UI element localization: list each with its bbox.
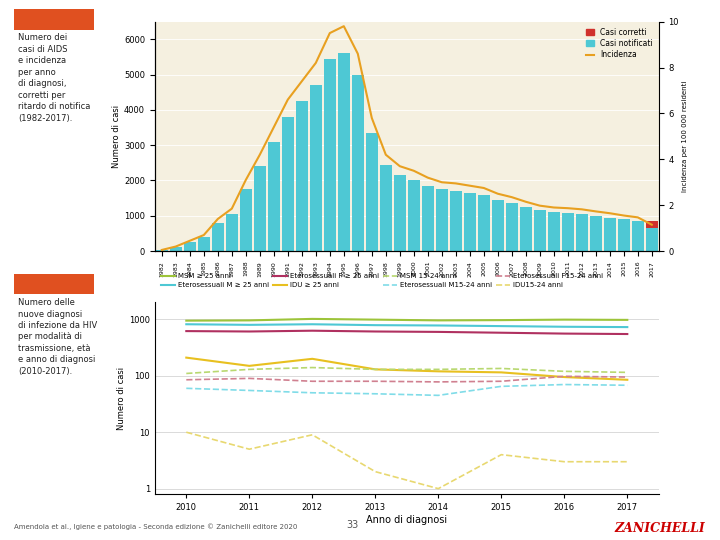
Text: Figura 26: Figura 26	[18, 280, 66, 288]
Bar	[296, 101, 307, 251]
Bar	[520, 207, 532, 251]
Bar	[282, 117, 294, 251]
Bar	[366, 133, 378, 251]
Bar	[338, 53, 350, 251]
Bar	[590, 216, 602, 251]
Bar	[394, 175, 406, 251]
Bar	[604, 218, 616, 251]
Bar	[240, 190, 252, 251]
Bar	[478, 194, 490, 251]
Bar	[646, 228, 658, 251]
Bar	[646, 221, 658, 228]
Bar	[226, 214, 238, 251]
Bar	[212, 223, 224, 251]
Bar	[436, 190, 448, 251]
Bar	[408, 180, 420, 251]
Bar	[450, 191, 462, 251]
Text: 33: 33	[346, 520, 359, 530]
Bar	[254, 166, 266, 251]
Bar	[506, 204, 518, 251]
Text: Amendola et al., Igiene e patologia - Seconda edizione © Zanichelli editore 2020: Amendola et al., Igiene e patologia - Se…	[14, 524, 298, 530]
Bar	[198, 237, 210, 251]
Bar	[156, 250, 168, 251]
Bar	[184, 242, 196, 251]
Legend: MSM ≥ 25 anni, Eterosessuali M ≥ 25 anni, Eterosessuali F ≥ 25 anni, IDU ≥ 25 an: MSM ≥ 25 anni, Eterosessuali M ≥ 25 anni…	[158, 271, 606, 291]
Text: Figura 25: Figura 25	[18, 15, 66, 24]
Bar	[464, 193, 476, 251]
Bar	[548, 212, 559, 251]
Bar	[268, 141, 280, 251]
Legend: Casi corretti, Casi notificati, Incidenza: Casi corretti, Casi notificati, Incidenz…	[584, 25, 655, 62]
Y-axis label: Incidenza per 100 000 residenti: Incidenza per 100 000 residenti	[682, 80, 688, 192]
Bar	[632, 221, 644, 251]
Bar	[380, 165, 392, 251]
Bar	[422, 186, 433, 251]
Text: Numero delle
nuove diagnosi
di infezione da HIV
per modalità di
trasmissione, et: Numero delle nuove diagnosi di infezione…	[18, 298, 97, 376]
Bar	[534, 211, 546, 251]
Bar	[618, 219, 630, 251]
X-axis label: Anno di diagnosi: Anno di diagnosi	[366, 515, 447, 525]
Bar	[310, 85, 322, 251]
Bar	[562, 213, 574, 251]
Bar	[576, 214, 588, 251]
Bar	[170, 247, 181, 251]
Y-axis label: Numero di casi: Numero di casi	[112, 105, 121, 168]
Text: Numero dei
casi di AIDS
e incidenza
per anno
di diagnosi,
corretti per
ritardo d: Numero dei casi di AIDS e incidenza per …	[18, 33, 91, 123]
Y-axis label: Numero di casi: Numero di casi	[117, 367, 126, 430]
Bar	[324, 59, 336, 251]
Bar	[492, 200, 504, 251]
Bar	[352, 75, 364, 251]
Text: ZANICHELLI: ZANICHELLI	[615, 522, 706, 535]
